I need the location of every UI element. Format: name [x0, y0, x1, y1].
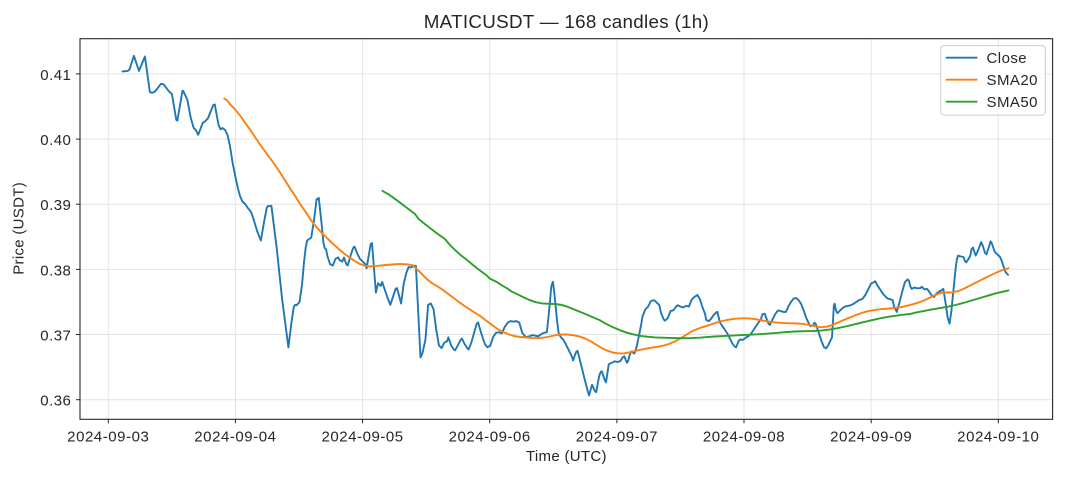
svg-text:2024-09-08: 2024-09-08	[703, 429, 785, 446]
svg-text:Price (USDT): Price (USDT)	[11, 182, 28, 275]
svg-text:2024-09-05: 2024-09-05	[321, 429, 403, 446]
svg-text:2024-09-10: 2024-09-10	[957, 429, 1039, 446]
svg-text:2024-09-03: 2024-09-03	[67, 429, 149, 446]
svg-text:Time (UTC): Time (UTC)	[526, 448, 607, 465]
svg-text:2024-09-06: 2024-09-06	[449, 429, 531, 446]
svg-text:0.37: 0.37	[40, 328, 71, 345]
svg-text:SMA50: SMA50	[987, 94, 1038, 111]
svg-text:2024-09-04: 2024-09-04	[194, 429, 276, 446]
svg-text:SMA20: SMA20	[987, 72, 1038, 89]
svg-text:Close: Close	[987, 50, 1028, 67]
svg-text:0.40: 0.40	[40, 132, 71, 149]
svg-text:0.38: 0.38	[40, 262, 71, 279]
svg-text:0.41: 0.41	[40, 67, 71, 84]
svg-text:2024-09-07: 2024-09-07	[576, 429, 658, 446]
svg-text:0.36: 0.36	[40, 393, 71, 410]
svg-text:MATICUSDT — 168 candles (1h): MATICUSDT — 168 candles (1h)	[424, 11, 709, 32]
svg-text:2024-09-09: 2024-09-09	[830, 429, 912, 446]
svg-text:0.39: 0.39	[40, 197, 71, 214]
